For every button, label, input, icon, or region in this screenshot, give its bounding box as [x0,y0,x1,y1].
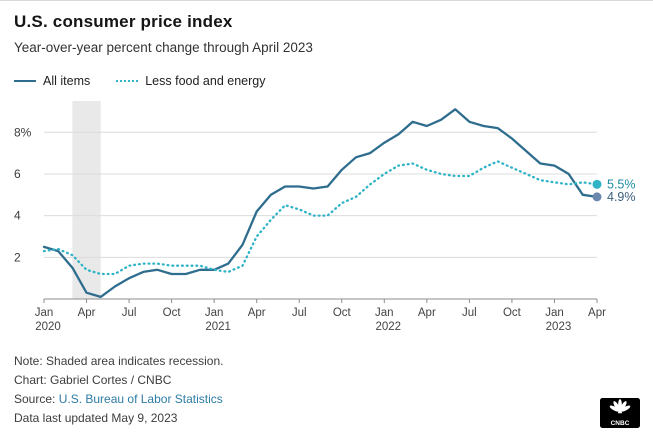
cnbc-logo: CNBC [600,398,640,428]
legend-label-less-food-and-energy: Less food and energy [145,74,266,88]
peacock-icon: CNBC [609,399,631,427]
x-tick-label: Jul [292,307,307,319]
chart-credit: Chart: Gabriel Cortes / CNBC [14,373,172,387]
all-items-end-dot [592,192,602,202]
x-tick-label: Oct [333,307,352,319]
x-tick-label: Apr [418,307,436,319]
svg-text:CNBC: CNBC [611,420,630,427]
x-tick-label: Apr [588,307,606,319]
legend-item-all-items: All items [14,74,90,88]
legend-label-all-items: All items [43,74,91,88]
x-tick-label: Jan [205,307,224,319]
recession-note: Note: Shaded area indicates recession. [14,354,224,368]
source-line: Source: U.S. Bureau of Labor Statistics [14,390,639,409]
recession-band [72,101,101,299]
all-items-line-swatch-icon [14,80,36,82]
y-tick-label: 8% [14,125,32,139]
x-tick-label: Oct [503,307,522,319]
all-items-line [42,108,599,299]
gridlines: 2 4 6 8% [14,125,597,264]
chart-subtitle: Year-over-year percent change through Ap… [14,40,313,55]
x-year-label: 2021 [205,321,231,333]
y-tick-label: 4 [14,209,21,223]
core-line-swatch-icon [116,80,139,82]
less-food-and-energy-line [42,160,599,276]
x-tick-label: Oct [163,307,182,319]
less-food-and-energy-end-label: 5.5% [607,177,636,191]
legend-item-less-food-and-energy: Less food and energy [116,74,265,88]
page: U.S. consumer price index Year-over-year… [0,1,653,428]
chart-legend: All items Less food and energy [14,73,639,89]
less-food-and-energy-end-dot [592,179,602,189]
x-year-label: 2022 [376,321,402,333]
x-year-label: 2020 [35,321,61,333]
x-tick-label: Apr [78,307,96,319]
source-link[interactable]: U.S. Bureau of Labor Statistics [58,392,223,406]
x-tick-label: Apr [248,307,266,319]
x-tick-label: Jan [35,307,54,319]
last-updated: Data last updated May 9, 2023 [14,411,178,425]
x-tick-label: Jan [375,307,394,319]
y-tick-label: 6 [14,167,21,181]
x-tick-label: Jul [462,307,477,319]
all-items-end-label: 4.9% [607,190,636,204]
y-tick-label: 2 [14,250,21,264]
chart-title: U.S. consumer price index [14,12,233,31]
x-year-label: 2023 [546,321,572,333]
cpi-line-chart: 2 4 6 8% Jan 2020 Apr Jul Oct Jan 2021 Apr Jul Oct Jan… [0,91,653,342]
x-tick-label: Jul [122,307,137,319]
x-tick-label: Jan [545,307,564,319]
x-axis: Jan 2020 Apr Jul Oct Jan 2021 Apr Jul Oct Jan 2022 A… [35,298,606,333]
chart-footer: Note: Shaded area indicates recession. C… [14,352,639,428]
source-label: Source: [14,392,59,406]
